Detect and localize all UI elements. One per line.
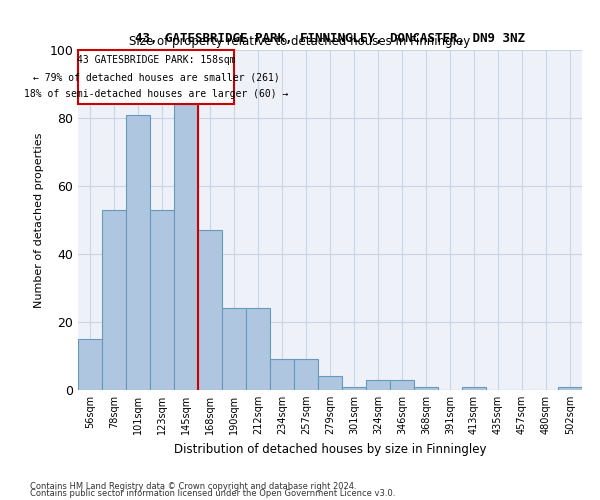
Bar [102, 210, 126, 390]
Title: 43, GATESBRIDGE PARK, FINNINGLEY, DONCASTER, DN9 3NZ: 43, GATESBRIDGE PARK, FINNINGLEY, DONCAS… [135, 32, 525, 44]
Bar [78, 339, 102, 390]
Bar [342, 386, 366, 390]
Bar [246, 308, 270, 390]
Bar [294, 360, 318, 390]
Text: Size of property relative to detached houses in Finningley: Size of property relative to detached ho… [130, 35, 470, 48]
Bar [390, 380, 414, 390]
Bar [462, 386, 486, 390]
Text: Contains public sector information licensed under the Open Government Licence v3: Contains public sector information licen… [30, 490, 395, 498]
Bar [150, 210, 174, 390]
Bar [270, 360, 294, 390]
Text: 43 GATESBRIDGE PARK: 158sqm: 43 GATESBRIDGE PARK: 158sqm [77, 55, 235, 65]
Bar [222, 308, 246, 390]
Text: Contains HM Land Registry data © Crown copyright and database right 2024.: Contains HM Land Registry data © Crown c… [30, 482, 356, 491]
Y-axis label: Number of detached properties: Number of detached properties [34, 132, 44, 308]
Bar [414, 386, 438, 390]
Bar [366, 380, 390, 390]
Bar [174, 104, 198, 390]
Text: 18% of semi-detached houses are larger (60) →: 18% of semi-detached houses are larger (… [24, 89, 288, 99]
X-axis label: Distribution of detached houses by size in Finningley: Distribution of detached houses by size … [174, 442, 486, 456]
Bar [558, 386, 582, 390]
FancyBboxPatch shape [78, 50, 234, 104]
Bar [126, 114, 150, 390]
Bar [318, 376, 342, 390]
Text: ← 79% of detached houses are smaller (261): ← 79% of detached houses are smaller (26… [32, 72, 280, 82]
Bar [198, 230, 222, 390]
